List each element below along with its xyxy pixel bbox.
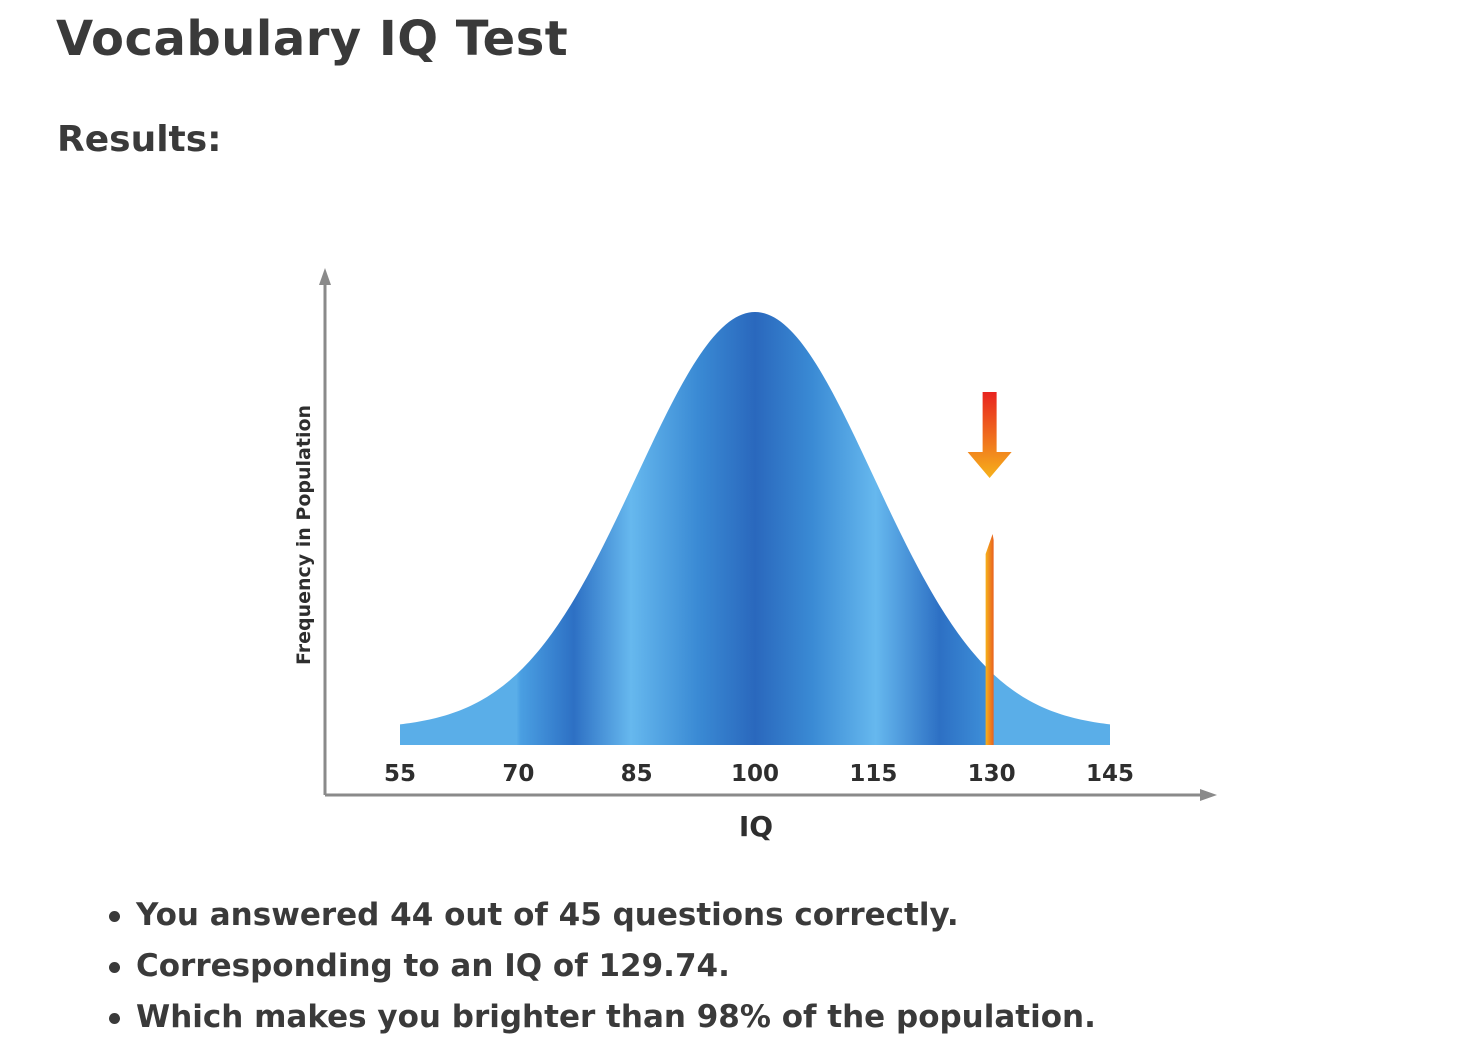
x-tick-label: 70 [502,761,534,787]
x-tick-label: 85 [621,761,653,787]
x-tick-label: 100 [731,761,779,787]
bullet-icon [109,1013,120,1024]
page-title: Vocabulary IQ Test [56,11,569,67]
x-axis-arrow [1200,789,1217,801]
results-list: You answered 44 out of 45 questions corr… [105,890,1096,1043]
result-item-correct-answers: You answered 44 out of 45 questions corr… [105,890,1096,941]
result-text: Which makes you brighter than 98% of the… [136,999,1096,1035]
result-item-percentile: Which makes you brighter than 98% of the… [105,992,1096,1043]
iq-marker-line [985,534,994,745]
bell-curve-area [400,312,1110,745]
result-item-iq-score: Corresponding to an IQ of 129.74. [105,941,1096,992]
result-text: You answered 44 out of 45 questions corr… [136,897,959,933]
y-axis-label: Frequency in Population [293,405,315,665]
x-tick-label: 115 [849,761,897,787]
x-tick-label: 145 [1086,761,1134,787]
x-axis-label: IQ [739,810,773,843]
x-tick-label: 130 [968,761,1016,787]
result-text: Corresponding to an IQ of 129.74. [136,948,730,984]
x-tick-label: 55 [384,761,416,787]
x-tick-labels: 55 70 85 100 115 130 145 [384,761,1134,787]
iq-marker [967,392,1012,745]
bullet-icon [109,911,120,922]
iq-marker-arrow [967,392,1012,478]
results-heading: Results: [57,119,222,160]
bullet-icon [109,962,120,973]
y-axis-arrow [319,268,331,285]
